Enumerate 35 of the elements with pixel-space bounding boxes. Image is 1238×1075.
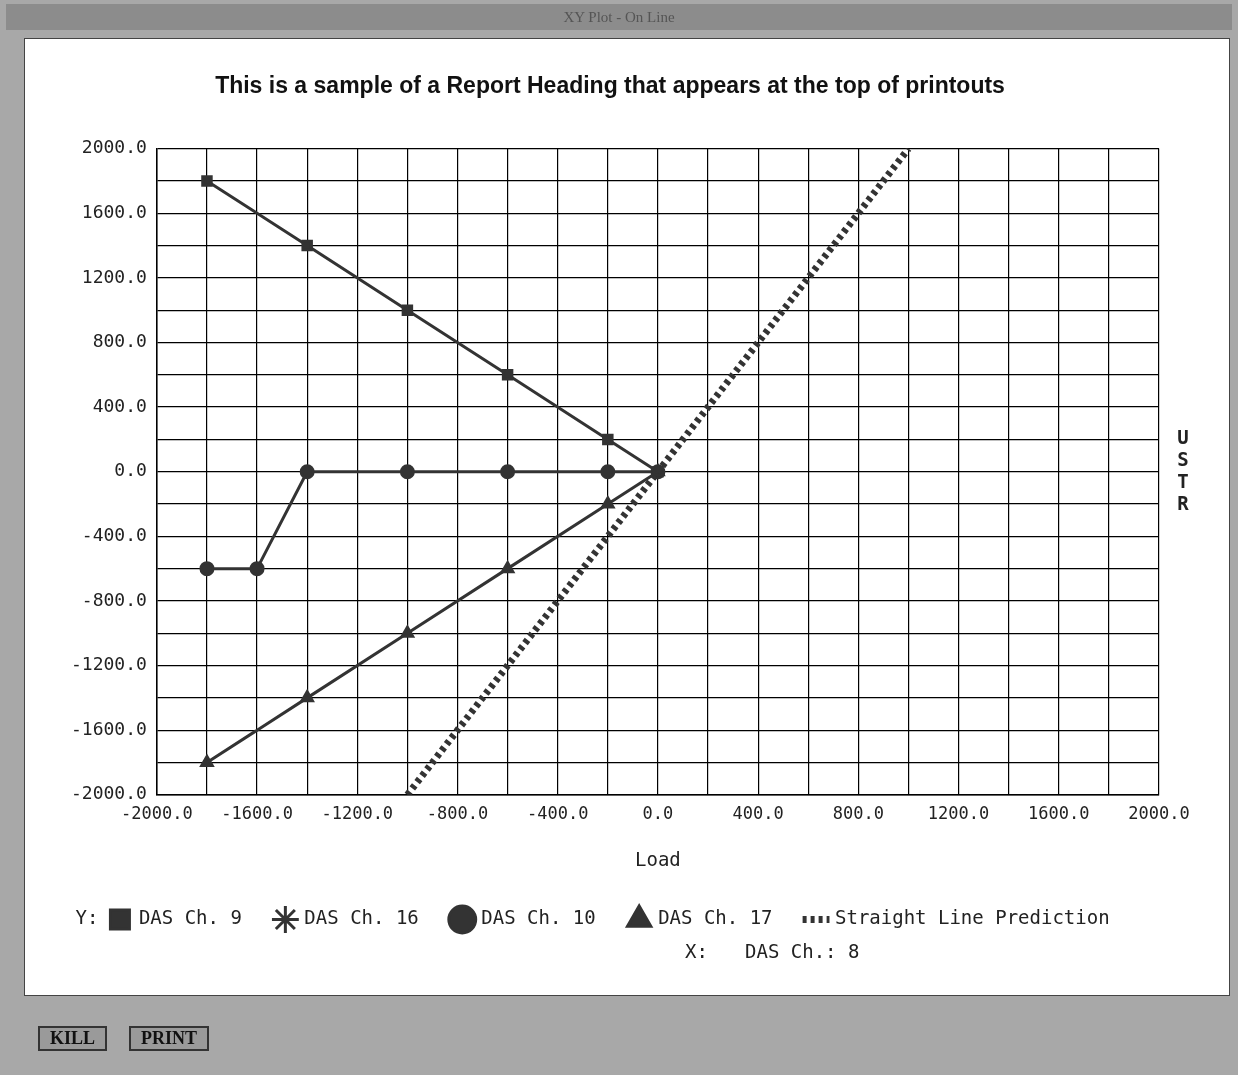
y-tick-label: 0.0 [114,459,147,481]
x-tick-label: -2000.0 [121,803,193,824]
legend-label: DAS Ch. 17 [658,906,773,929]
text: PRINT [129,1026,210,1051]
text: DAS Ch.: 8 [745,940,860,963]
x-tick-label: 0.0 [642,803,674,824]
x-tick-label: 800.0 [832,803,884,824]
x-tick-label: -400.0 [527,803,589,824]
legend-label: Straight Line Prediction [835,906,1110,929]
y-tick-label: 800.0 [92,330,147,352]
text: X: [685,940,708,963]
x-tick-label: 1200.0 [927,803,990,824]
x-tick-label: 400.0 [732,803,784,824]
y-tick-label: 1200.0 [81,265,147,287]
y-tick-label: -800.0 [81,588,147,610]
x-tick-label: -800.0 [426,803,489,824]
y-tick-label: 2000.0 [81,136,147,158]
y-tick-label: -1200.0 [71,653,147,675]
x-tick-label: -1600.0 [221,803,293,824]
y-tick-label: -1600.0 [71,717,147,739]
x-tick-label: 1600.0 [1028,803,1090,824]
y-tick-label: 1600.0 [81,200,147,222]
text: Y: [75,906,99,929]
legend-label: DAS Ch. 16 [304,906,419,929]
x-axis-title: Load [635,847,681,870]
legend-label: DAS Ch. 10 [481,906,596,929]
text: KILL [38,1026,108,1051]
x-tick-label: -1200.0 [321,803,394,824]
chart-title: This is a sample of a Report Heading that appears at the top of printouts [215,72,1005,99]
x-tick-label: 2000.0 [1128,803,1190,824]
y-axis-title: USTR [1177,425,1190,514]
legend-label: DAS Ch. 9 [138,906,242,929]
y-tick-label: -400.0 [81,523,147,545]
y-tick-label: 400.0 [92,394,147,416]
y-tick-label: -2000.0 [71,782,147,804]
